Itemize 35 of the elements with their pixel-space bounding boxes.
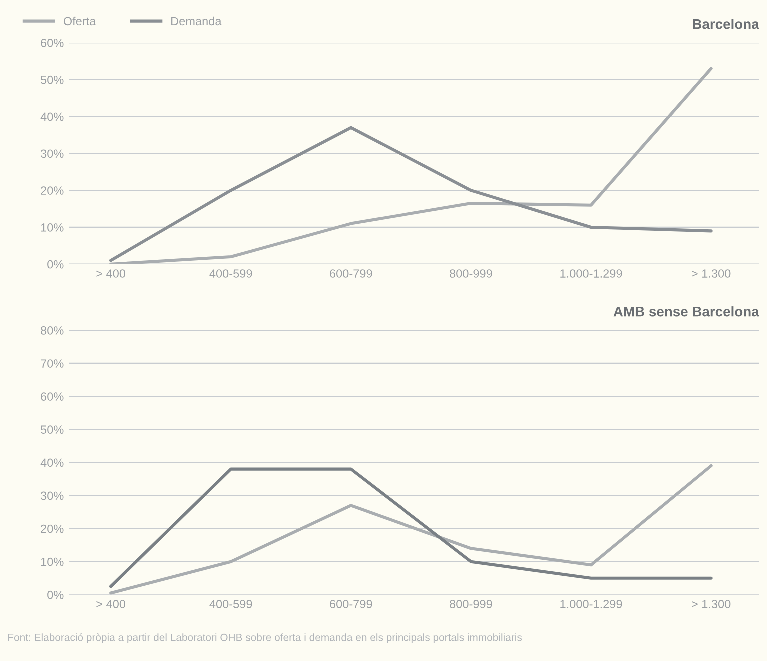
text: Font: Elaboració pròpia a partir del Laboratori OHB sobre oferta i demanda en els principals portals immobiliaris — [8, 634, 522, 644]
x-tick-label: > 1.300 — [692, 270, 731, 278]
x-tick-label: 1.000-1.299 — [560, 600, 622, 608]
x-tick-label: 400-599 — [210, 270, 252, 278]
y-tick-label: 50% — [41, 426, 64, 434]
y-tick-label: 50% — [41, 76, 64, 84]
x-tick-label: > 400 — [96, 600, 126, 608]
y-tick-label: 30% — [40, 150, 64, 158]
y-tick-label: 70% — [41, 360, 64, 368]
x-tick-label: 800-999 — [450, 270, 492, 278]
y-tick-label: 40% — [40, 112, 64, 122]
y-tick-label: 10% — [41, 224, 64, 232]
y-tick-label: 10% — [41, 558, 64, 566]
x-tick-label: > 1.300 — [692, 600, 731, 608]
line-series — [110, 126, 713, 262]
y-tick-label: 20% — [41, 524, 64, 534]
y-tick-label: 0% — [48, 260, 64, 269]
y-tick-label: 60% — [41, 392, 64, 401]
legend-label: Demanda — [172, 16, 222, 26]
y-tick-label: 20% — [41, 186, 64, 195]
line-series — [110, 67, 713, 264]
y-tick-label: 0% — [48, 590, 64, 600]
y-tick-label: 30% — [40, 492, 64, 500]
chart-title: AMB sense Barcelona — [614, 306, 760, 317]
x-tick-label: 600-799 — [330, 600, 372, 608]
x-tick-label: 400-599 — [210, 600, 252, 608]
y-tick-label: 80% — [41, 326, 64, 335]
y-tick-label: 40% — [40, 458, 64, 468]
chart-title: Barcelona — [693, 19, 760, 30]
x-tick-label: 800-999 — [450, 600, 492, 608]
x-tick-label: > 400 — [96, 270, 126, 278]
legend-label: Oferta — [64, 16, 96, 26]
x-tick-label: 600-799 — [330, 270, 372, 278]
x-tick-label: 1.000-1.299 — [560, 270, 622, 278]
y-tick-label: 60% — [41, 39, 64, 48]
